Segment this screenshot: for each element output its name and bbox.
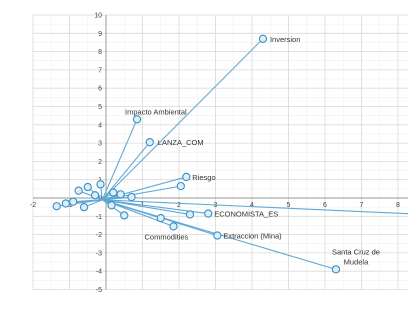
gridlines <box>32 14 408 290</box>
y-tick-label: 8 <box>98 49 102 56</box>
data-point <box>258 34 268 43</box>
vector-line <box>101 38 264 201</box>
y-tick-label: 9 <box>98 31 102 38</box>
vector-line <box>102 199 408 215</box>
vector-line <box>73 199 103 203</box>
x-tick-label: 7 <box>360 202 364 209</box>
data-point <box>156 213 165 223</box>
data-point <box>90 191 100 200</box>
y-tick-label: -1 <box>96 214 102 221</box>
point-label: Extraccion (Mina) <box>223 232 282 241</box>
point-label: Mudela <box>344 257 369 266</box>
point-label: Commodities <box>145 232 189 241</box>
y-tick-label: 6 <box>98 86 102 93</box>
data-point <box>169 222 178 231</box>
data-point <box>204 209 213 218</box>
x-tick-label: 2 <box>177 202 181 209</box>
data-point <box>74 186 83 195</box>
data-point <box>79 202 89 212</box>
data-point <box>185 210 195 219</box>
point-label: LANZA_COM <box>158 138 204 147</box>
y-tick-label: 7 <box>98 67 102 74</box>
data-point <box>145 138 154 147</box>
vector-line <box>102 196 132 201</box>
y-tick-label: 4 <box>98 122 102 129</box>
vector-line <box>78 190 103 201</box>
data-point <box>107 201 116 210</box>
data-point <box>176 181 185 191</box>
data-point <box>69 197 78 206</box>
data-point <box>331 265 341 274</box>
y-tick-label: 5 <box>98 104 102 111</box>
data-point <box>127 192 136 202</box>
vector-line <box>102 199 191 216</box>
x-tick-label: 5 <box>287 202 291 209</box>
y-tick-label: 10 <box>94 13 102 20</box>
vector-line <box>102 185 181 201</box>
y-tick-label: -3 <box>96 250 102 257</box>
y-tick-label: 3 <box>98 141 102 148</box>
point-label: Santa Cruz de <box>332 247 380 256</box>
y-tick-label: -2 <box>96 232 102 239</box>
x-tick-label: 8 <box>396 202 400 209</box>
point-labels: Inversion Impacto Ambiental LANZA_COM Riesg… <box>125 35 380 267</box>
x-tick-label: 6 <box>323 202 327 209</box>
data-point <box>116 190 125 199</box>
point-label: ECONOMISTA_ES <box>214 210 278 219</box>
y-tick-label: -4 <box>96 269 102 276</box>
x-tick-label: 4 <box>250 202 254 209</box>
data-point <box>120 211 129 220</box>
data-point <box>132 115 142 124</box>
data-point <box>61 199 70 208</box>
y-tick-label: -5 <box>96 287 102 294</box>
data-point <box>182 172 191 182</box>
x-tick-label: -2 <box>30 202 36 209</box>
point-label: Impacto Ambiental <box>125 107 187 116</box>
data-point <box>83 182 92 192</box>
data-point <box>52 202 61 211</box>
x-tick-label: -1 <box>66 202 72 209</box>
y-tick-label: 2 <box>98 159 102 166</box>
data-point <box>96 180 105 189</box>
data-point <box>213 231 222 240</box>
point-label: Inversion <box>270 35 300 44</box>
vector-line <box>101 119 138 201</box>
point-label: Riesgo <box>192 173 215 182</box>
data-points <box>52 34 341 274</box>
data-point <box>109 188 118 197</box>
